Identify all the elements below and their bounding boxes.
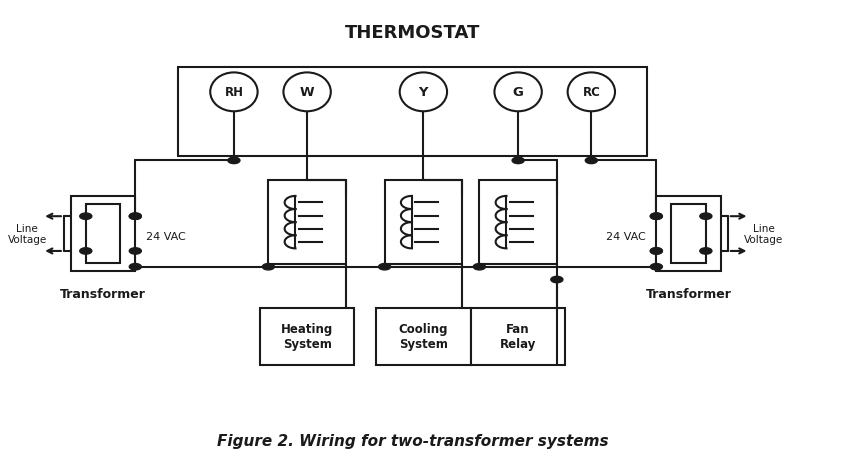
Text: W: W: [300, 86, 314, 99]
Circle shape: [130, 248, 142, 255]
Text: Heating
System: Heating System: [281, 323, 334, 351]
Text: THERMOSTAT: THERMOSTAT: [346, 24, 480, 42]
Circle shape: [79, 213, 92, 220]
Circle shape: [263, 264, 275, 270]
Bar: [260, 308, 354, 365]
Bar: [671, 204, 706, 264]
Text: RH: RH: [225, 86, 244, 99]
Circle shape: [130, 213, 142, 220]
Bar: [71, 196, 136, 272]
Bar: [86, 204, 120, 264]
Bar: [384, 180, 462, 265]
Text: Transformer: Transformer: [645, 287, 732, 300]
Circle shape: [651, 264, 663, 270]
Text: Y: Y: [419, 86, 429, 99]
Text: Cooling
System: Cooling System: [398, 323, 448, 351]
Bar: [178, 67, 647, 157]
Circle shape: [651, 213, 663, 220]
Circle shape: [473, 264, 486, 270]
Text: Line
Voltage: Line Voltage: [8, 223, 47, 245]
Circle shape: [378, 264, 391, 270]
Circle shape: [512, 158, 524, 164]
Text: 24 VAC: 24 VAC: [607, 231, 646, 241]
Circle shape: [130, 264, 142, 270]
Circle shape: [228, 158, 240, 164]
Circle shape: [551, 277, 563, 283]
Ellipse shape: [210, 73, 257, 112]
Ellipse shape: [283, 73, 331, 112]
Ellipse shape: [494, 73, 542, 112]
Text: RC: RC: [582, 86, 600, 99]
Circle shape: [700, 213, 712, 220]
Circle shape: [651, 213, 663, 220]
Text: Line
Voltage: Line Voltage: [744, 223, 783, 245]
Text: Fan
Relay: Fan Relay: [500, 323, 537, 351]
Circle shape: [651, 248, 663, 255]
Ellipse shape: [568, 73, 615, 112]
Circle shape: [700, 248, 712, 255]
Text: G: G: [512, 86, 524, 99]
Circle shape: [130, 213, 142, 220]
Bar: [657, 196, 721, 272]
Ellipse shape: [400, 73, 447, 112]
Text: Transformer: Transformer: [60, 287, 146, 300]
Bar: [480, 180, 557, 265]
Circle shape: [79, 248, 92, 255]
Circle shape: [651, 248, 663, 255]
Bar: [269, 180, 346, 265]
Text: 24 VAC: 24 VAC: [146, 231, 186, 241]
Bar: [471, 308, 566, 365]
Text: Figure 2. Wiring for two-transformer systems: Figure 2. Wiring for two-transformer sys…: [217, 433, 609, 448]
Circle shape: [585, 158, 597, 164]
Bar: [376, 308, 471, 365]
